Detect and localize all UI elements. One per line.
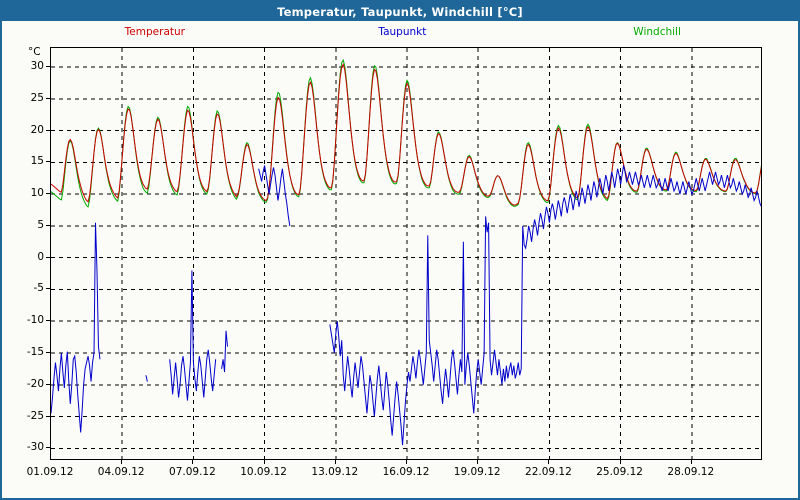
y-axis-tick-mark [46, 161, 50, 163]
y-axis-tick-label: 30 [30, 60, 44, 73]
y-axis-tick-mark [46, 224, 50, 226]
x-axis-tick-mark [406, 460, 407, 464]
window-title-bar: Temperatur, Taupunkt, Windchill [°C] [2, 2, 798, 21]
y-axis-tick-label: -10 [26, 314, 44, 327]
y-axis-tick-mark [46, 256, 50, 258]
x-axis-tick-mark [619, 460, 621, 464]
y-axis-tick-label: -30 [26, 441, 44, 454]
chart-canvas [51, 48, 761, 459]
y-axis-tick-label: 25 [30, 91, 44, 104]
x-axis-tick-label: 25.09.12 [596, 466, 643, 478]
chart-legend: Temperatur Taupunkt Windchill [2, 26, 798, 42]
x-axis-tick-mark [477, 460, 479, 464]
x-axis-tick-label: 04.09.12 [97, 466, 145, 478]
y-axis-tick-mark [46, 447, 50, 449]
y-axis-tick-label: 5 [37, 218, 44, 231]
y-axis-tick-label: 0 [37, 250, 44, 263]
y-axis-tick-label: -20 [26, 377, 44, 390]
y-axis-tick-mark [46, 193, 50, 195]
x-axis-tick-mark [548, 460, 550, 464]
x-axis-tick-label: 01.09.12 [26, 466, 74, 478]
x-axis-tick-label: 19.09.12 [453, 466, 501, 478]
x-axis-tick-label: 22.09.12 [525, 466, 572, 478]
x-axis-tick-label: 07.09.12 [169, 466, 216, 478]
x-axis-tick-mark [263, 460, 265, 464]
y-axis-tick-mark [46, 97, 50, 99]
x-axis-tick-mark [192, 460, 194, 464]
y-axis-tick-mark [46, 383, 50, 385]
legend-item-temperatur: Temperatur [124, 26, 185, 38]
legend-item-windchill: Windchill [633, 26, 681, 38]
x-axis-tick-mark [690, 460, 692, 464]
plot-area: 30 25 20 15 10 5 0 -5 -10 -15 -20 -25 -30 01.09.12 04… [27, 47, 762, 478]
y-axis-tick-mark [46, 288, 50, 290]
plot-frame [50, 47, 762, 460]
y-axis-tick-label: 20 [30, 123, 44, 136]
y-axis-tick-label: -15 [26, 345, 44, 358]
x-axis-tick-label: 10.09.12 [240, 466, 287, 478]
y-axis-tick-mark [46, 129, 50, 131]
y-axis-tick-label: -5 [33, 282, 44, 295]
x-axis-tick-label: 13.09.12 [311, 466, 359, 478]
page-title: Temperatur, Taupunkt, Windchill [°C] [277, 4, 523, 19]
x-axis-tick-label: 16.09.12 [382, 466, 430, 478]
legend-item-taupunkt: Taupunkt [378, 26, 427, 38]
x-axis-tick-mark [121, 460, 123, 464]
y-axis-tick-label: 10 [30, 187, 44, 200]
y-axis-unit-label: °C [28, 46, 41, 58]
y-axis-tick-label: 15 [30, 155, 44, 168]
y-axis-tick-mark [46, 320, 50, 322]
y-axis-tick-mark [46, 415, 50, 417]
x-axis-tick-mark [334, 460, 336, 464]
y-axis-tick-mark [46, 351, 50, 353]
x-axis-tick-label: 28.09.12 [667, 466, 715, 478]
y-axis-tick-mark [46, 66, 50, 68]
y-axis-tick-label: -25 [26, 409, 44, 422]
